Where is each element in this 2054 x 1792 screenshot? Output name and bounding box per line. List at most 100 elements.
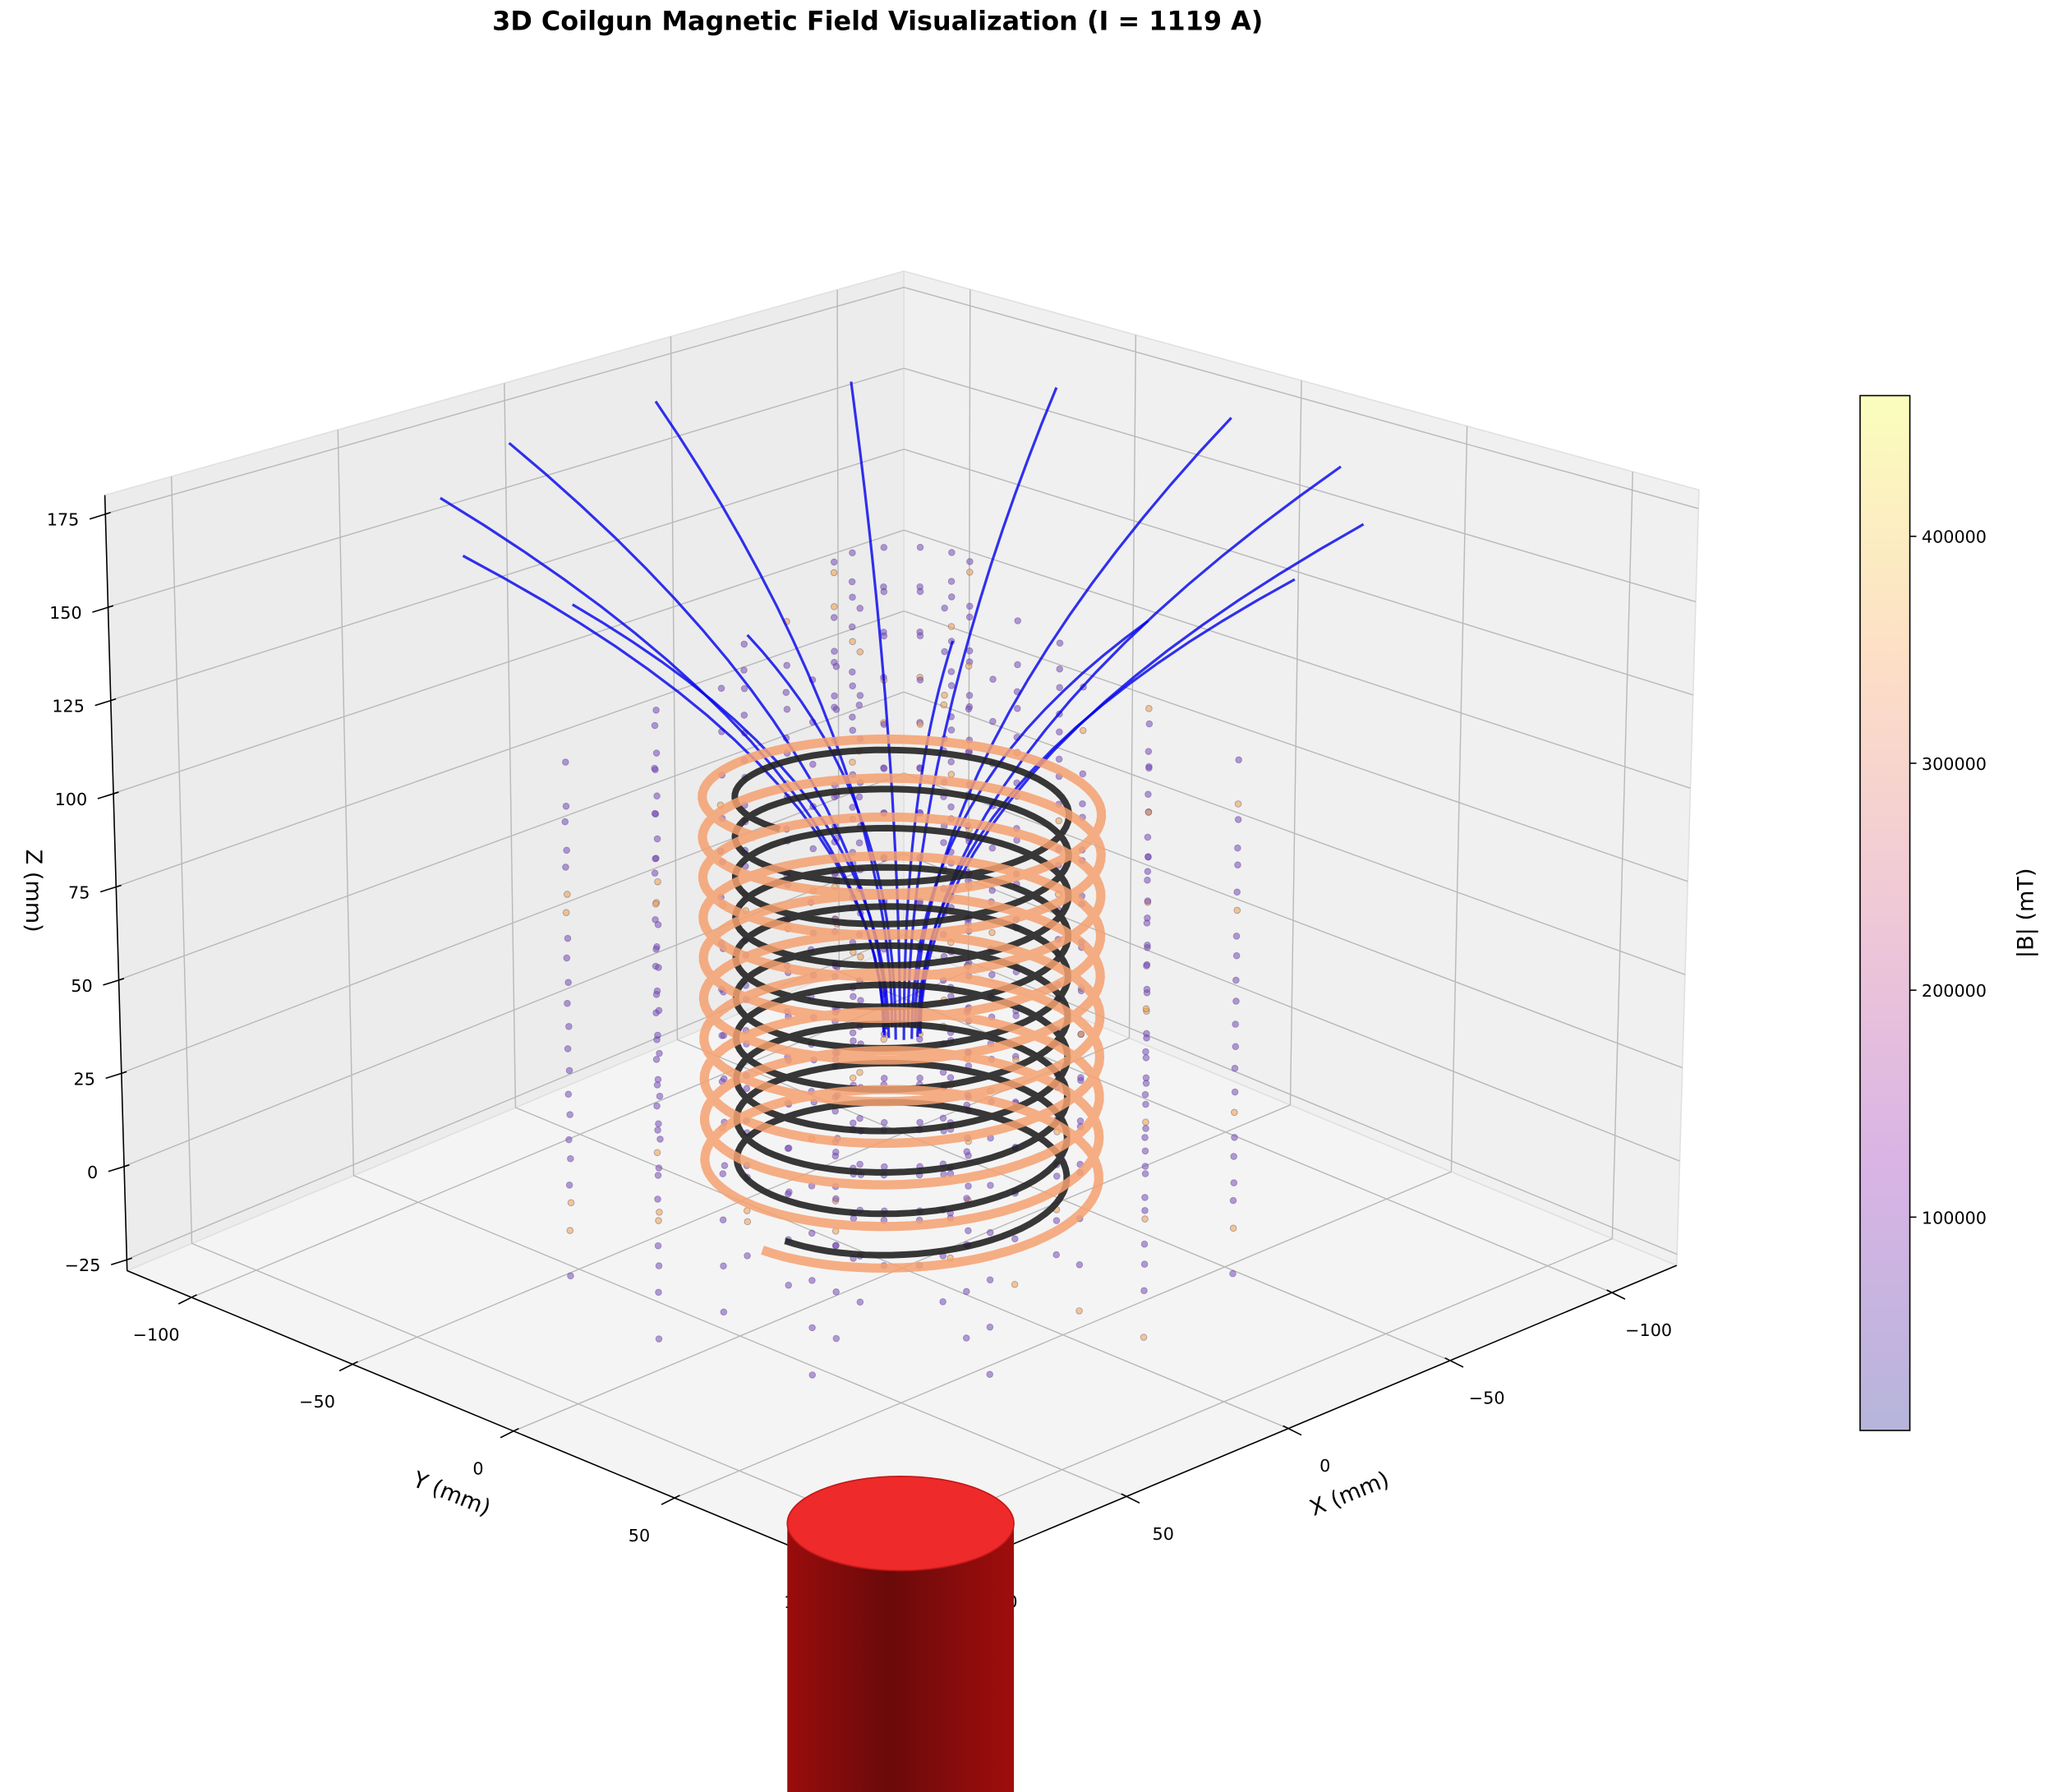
field-sample xyxy=(947,623,956,630)
field-sample xyxy=(740,666,748,674)
field-sample xyxy=(653,835,661,843)
field-sample xyxy=(1141,1207,1149,1214)
field-sample xyxy=(947,803,955,811)
field-sample xyxy=(564,934,572,942)
field-sample xyxy=(941,604,949,612)
colorbar-tick-label: 200000 xyxy=(1922,981,1987,1001)
field-sample xyxy=(785,1145,793,1152)
field-sample xyxy=(655,964,662,971)
field-sample xyxy=(808,1371,817,1379)
z-tick xyxy=(110,1257,132,1265)
coil xyxy=(698,734,1107,1273)
field-sample xyxy=(1014,617,1022,624)
field-sample xyxy=(1142,1118,1149,1126)
field-sample xyxy=(947,593,956,601)
z-tick xyxy=(97,791,119,799)
grid-line xyxy=(903,367,1697,603)
z-tick xyxy=(103,978,125,986)
field-sample xyxy=(941,647,948,656)
field-sample xyxy=(848,578,856,586)
field-sample xyxy=(856,1068,864,1076)
field-sample xyxy=(849,549,856,557)
field-sample xyxy=(654,921,662,928)
field-sample xyxy=(653,1149,661,1157)
field-sample xyxy=(1229,1196,1237,1205)
z-tick-label: 100 xyxy=(55,790,88,809)
chart-title: 3D Coilgun Magnetic Field Visualization … xyxy=(492,6,1263,37)
field-sample xyxy=(563,846,570,855)
z-tick xyxy=(89,511,111,520)
z-tick xyxy=(92,605,114,613)
field-sample xyxy=(1014,661,1021,669)
field-sample xyxy=(947,578,956,585)
field-sample xyxy=(651,869,659,877)
field-sample xyxy=(1232,1020,1239,1028)
field-sample xyxy=(988,971,996,979)
field-sample xyxy=(783,661,790,670)
grid-line xyxy=(118,691,905,981)
field-sample xyxy=(1144,833,1152,841)
field-sample xyxy=(849,713,856,721)
field-sample xyxy=(831,692,838,700)
field-sample xyxy=(562,802,570,810)
field-sample xyxy=(947,668,956,675)
field-sample xyxy=(652,749,661,757)
field-sample xyxy=(783,705,791,713)
field-sample xyxy=(809,760,817,768)
field-sample xyxy=(564,979,572,986)
field-sample xyxy=(1231,1108,1238,1117)
field-sample xyxy=(653,1081,661,1089)
grid-line xyxy=(170,476,193,1244)
field-sample xyxy=(916,676,924,684)
field-sample xyxy=(965,613,974,621)
colorbar-tick-label: 400000 xyxy=(1922,527,1987,547)
field-sample xyxy=(1052,1217,1061,1224)
field-sample xyxy=(1011,1235,1019,1243)
field-sample xyxy=(1233,906,1241,914)
field-sample xyxy=(1140,1240,1149,1248)
field-sample xyxy=(880,543,888,551)
grid-line xyxy=(116,610,905,887)
field-sample xyxy=(740,684,748,693)
colorbar xyxy=(1859,394,1911,1431)
field-sample xyxy=(963,1148,971,1156)
z-tick-label: 150 xyxy=(49,603,82,623)
field-sample xyxy=(940,701,948,709)
field-sample xyxy=(1079,726,1087,735)
x-tick xyxy=(1121,1493,1140,1504)
field-sample xyxy=(963,1195,970,1202)
field-sample xyxy=(946,1074,955,1081)
z-tick-label: 75 xyxy=(68,882,90,902)
field-sample xyxy=(720,1308,728,1316)
grid-line xyxy=(903,934,1678,1255)
field-sample xyxy=(651,721,659,730)
field-sample xyxy=(939,1114,947,1122)
field-sample xyxy=(565,1181,573,1189)
field-sample xyxy=(1231,1133,1238,1141)
field-sample xyxy=(1142,1100,1149,1108)
field-sample xyxy=(1079,770,1087,778)
field-sample xyxy=(561,818,569,826)
field-sample xyxy=(653,1102,661,1110)
field-sample xyxy=(916,1118,923,1126)
field-sample xyxy=(830,614,838,621)
y-tick-label: 50 xyxy=(629,1526,650,1546)
field-sample xyxy=(880,1118,888,1126)
field-sample xyxy=(1076,1117,1085,1125)
field-sample xyxy=(566,1111,573,1118)
field-sample xyxy=(656,1209,663,1216)
field-sample xyxy=(1013,705,1021,712)
field-sample xyxy=(880,587,888,596)
field-sample xyxy=(743,1085,751,1092)
field-sample xyxy=(832,1334,840,1343)
field-sample xyxy=(1056,665,1064,673)
projectile-top xyxy=(786,1475,1015,1572)
field-sample xyxy=(567,1154,574,1163)
field-sample xyxy=(965,1227,972,1235)
field-sample xyxy=(652,1056,661,1063)
field-sample xyxy=(652,707,660,714)
field-sample xyxy=(655,1335,663,1343)
field-sample xyxy=(564,999,571,1007)
x-tick xyxy=(1444,1357,1464,1368)
